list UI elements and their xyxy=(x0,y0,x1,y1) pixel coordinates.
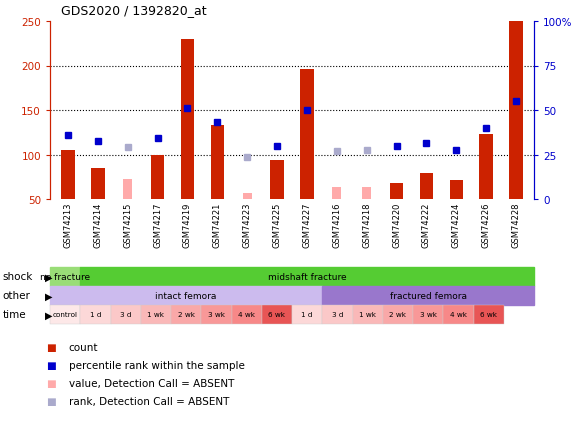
Bar xyxy=(443,305,473,324)
Text: 1 d: 1 d xyxy=(301,312,313,318)
Text: count: count xyxy=(69,342,98,352)
Text: fractured femora: fractured femora xyxy=(389,291,467,300)
Bar xyxy=(292,305,322,324)
Bar xyxy=(390,184,403,200)
Bar xyxy=(91,168,104,200)
Bar xyxy=(61,151,75,200)
Bar xyxy=(81,305,111,324)
Bar xyxy=(362,188,371,200)
Bar xyxy=(383,305,413,324)
Text: 4 wk: 4 wk xyxy=(450,312,467,318)
Text: ■: ■ xyxy=(46,378,55,388)
Bar xyxy=(201,305,231,324)
Text: midshaft fracture: midshaft fracture xyxy=(268,273,347,281)
Text: 1 d: 1 d xyxy=(90,312,101,318)
Bar xyxy=(449,181,463,200)
Text: ▶: ▶ xyxy=(45,310,52,320)
Bar xyxy=(480,135,493,200)
Text: 3 d: 3 d xyxy=(120,312,131,318)
Text: intact femora: intact femora xyxy=(155,291,217,300)
Bar xyxy=(420,174,433,200)
Bar xyxy=(322,305,352,324)
Text: 6 wk: 6 wk xyxy=(480,312,497,318)
Bar xyxy=(50,267,81,286)
Text: no fracture: no fracture xyxy=(40,273,90,281)
Text: 3 d: 3 d xyxy=(332,312,343,318)
Text: 1 wk: 1 wk xyxy=(359,312,376,318)
Text: other: other xyxy=(3,291,31,301)
Text: 3 wk: 3 wk xyxy=(420,312,437,318)
Text: 2 wk: 2 wk xyxy=(389,312,407,318)
Text: ▶: ▶ xyxy=(45,272,52,282)
Bar xyxy=(111,305,140,324)
Bar xyxy=(322,286,534,305)
Bar xyxy=(140,305,171,324)
Bar xyxy=(171,305,201,324)
Text: ■: ■ xyxy=(46,342,55,352)
Text: value, Detection Call = ABSENT: value, Detection Call = ABSENT xyxy=(69,378,234,388)
Bar xyxy=(509,22,523,200)
Bar xyxy=(243,193,252,200)
Text: 6 wk: 6 wk xyxy=(268,312,286,318)
Text: ■: ■ xyxy=(46,396,55,406)
Bar xyxy=(352,305,383,324)
Text: GDS2020 / 1392820_at: GDS2020 / 1392820_at xyxy=(62,4,207,17)
Bar xyxy=(262,305,292,324)
Bar xyxy=(332,188,341,200)
Bar xyxy=(413,305,443,324)
Bar xyxy=(270,161,284,200)
Bar xyxy=(50,286,322,305)
Bar xyxy=(211,126,224,200)
Text: 2 wk: 2 wk xyxy=(178,312,195,318)
Bar xyxy=(50,305,81,324)
Text: ▶: ▶ xyxy=(45,291,52,301)
Text: ■: ■ xyxy=(46,360,55,370)
Text: 3 wk: 3 wk xyxy=(208,312,225,318)
Text: control: control xyxy=(53,312,78,318)
Text: rank, Detection Call = ABSENT: rank, Detection Call = ABSENT xyxy=(69,396,229,406)
Bar xyxy=(123,180,132,200)
Text: 1 wk: 1 wk xyxy=(147,312,164,318)
Text: percentile rank within the sample: percentile rank within the sample xyxy=(69,360,244,370)
Text: 4 wk: 4 wk xyxy=(238,312,255,318)
Bar xyxy=(151,155,164,200)
Bar xyxy=(180,39,194,200)
Text: shock: shock xyxy=(3,272,33,282)
Bar xyxy=(300,70,313,200)
Text: time: time xyxy=(3,310,26,320)
Bar xyxy=(231,305,262,324)
Bar xyxy=(473,305,504,324)
